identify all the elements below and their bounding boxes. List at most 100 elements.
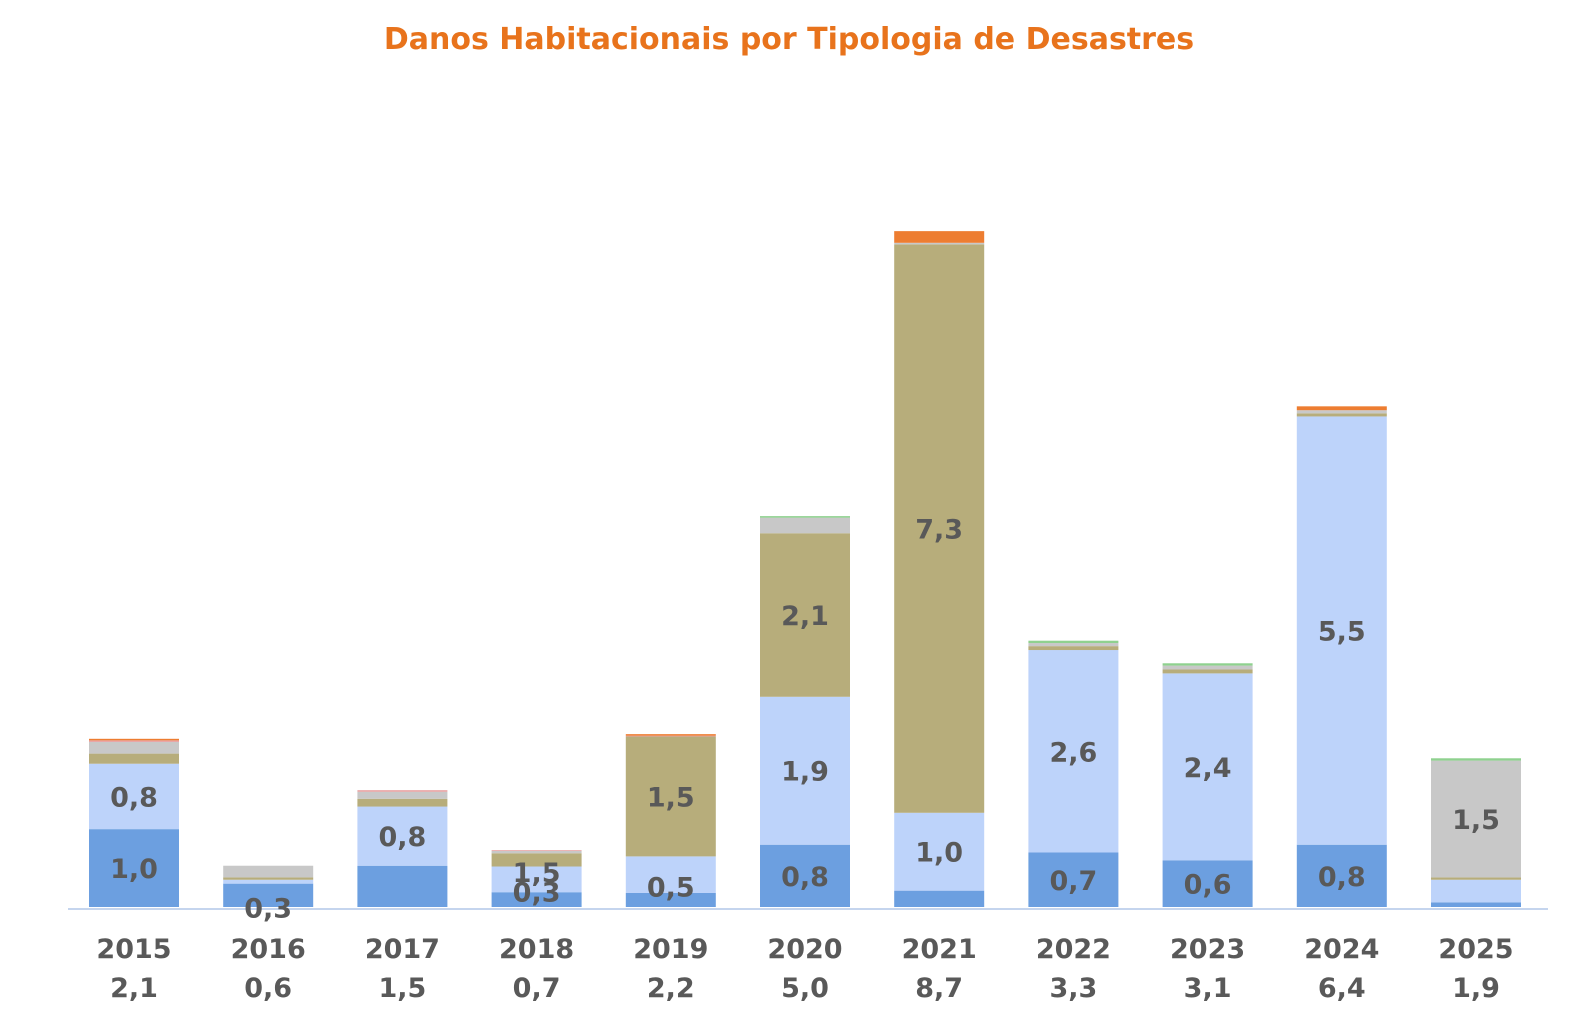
bar-segment (1296, 416, 1387, 845)
x-tick-total: 2,1 (110, 973, 158, 1004)
bar-segment (357, 790, 448, 792)
bar-segment (760, 696, 850, 845)
bar-segment (491, 892, 582, 907)
bar-segment (1296, 410, 1387, 414)
bar-segment (1431, 760, 1521, 878)
bar-segment (491, 866, 582, 893)
bar-segment (625, 892, 716, 907)
bar-segment (1431, 877, 1521, 880)
bar-segment (625, 736, 716, 857)
bar-segment (357, 806, 448, 866)
data-label: 7,3 (915, 515, 963, 546)
bar-segment (357, 865, 448, 907)
bar-segment (89, 763, 179, 830)
x-tick-year: 2016 (231, 934, 306, 965)
bar-segment (357, 791, 448, 799)
data-label: 0,7 (1049, 866, 1097, 897)
x-tick-year: 2017 (365, 934, 440, 965)
bar-segment (1431, 879, 1521, 903)
bar-segment (760, 517, 850, 534)
bar-segment (89, 829, 179, 907)
x-tick-year: 2018 (499, 934, 574, 965)
bar-segment (1296, 406, 1387, 411)
data-label: 0,8 (781, 862, 829, 893)
bar-segment (89, 741, 179, 754)
bar-segment (894, 812, 985, 891)
x-tick-total: 0,6 (244, 973, 292, 1004)
data-label: 0,3 (513, 877, 561, 908)
x-tick-total: 1,9 (1452, 973, 1500, 1004)
bar-segment (1028, 852, 1119, 907)
bar-segment (1028, 643, 1119, 647)
bar-segment (223, 877, 314, 880)
data-label: 1,9 (781, 757, 829, 788)
data-label: 2,6 (1049, 737, 1097, 768)
bar-segment (357, 798, 448, 807)
bar-segment (1431, 758, 1521, 761)
data-label: 1,0 (915, 838, 963, 869)
data-label: 0,3 (244, 893, 292, 924)
bar-segment (1162, 663, 1253, 666)
bar-segment (760, 844, 850, 907)
x-tick-total: 0,7 (513, 973, 561, 1004)
data-label: 2,1 (781, 601, 829, 632)
bar-segment (894, 890, 985, 907)
bar-segment (1431, 902, 1521, 907)
x-tick-labels-layer: 2015 2,1 2016 0,6 2017 1,5 2018 0,7 2019 2,2 2020 5… (96, 934, 1513, 1004)
x-tick-total: 1,5 (378, 973, 426, 1004)
bar-segment (1028, 650, 1119, 853)
bar-segment (491, 850, 582, 851)
data-label: 1,5 (647, 782, 695, 813)
bar-segment (894, 231, 985, 243)
bar-segment (89, 738, 179, 741)
bar-segment (1296, 413, 1387, 417)
bar-segment (1028, 640, 1119, 644)
bar-segment (491, 853, 582, 867)
x-tick-total: 6,4 (1318, 973, 1366, 1004)
bar-segment (625, 735, 716, 737)
bars-layer (89, 231, 1521, 907)
data-label: 0,8 (378, 822, 426, 853)
x-tick-year: 2023 (1170, 934, 1245, 965)
x-tick-year: 2025 (1438, 934, 1513, 965)
chart-title: Danos Habitacionais por Tipologia de Des… (384, 22, 1194, 57)
x-tick-year: 2024 (1304, 934, 1379, 965)
bar-segment (1162, 860, 1253, 907)
bar-segment (1162, 669, 1253, 674)
bar-segment (894, 244, 985, 813)
x-tick-total: 3,3 (1049, 973, 1097, 1004)
x-tick-year: 2022 (1036, 934, 1111, 965)
x-tick-total: 3,1 (1184, 973, 1232, 1004)
bar-segment (760, 516, 850, 518)
data-label: 0,8 (110, 782, 158, 813)
x-tick-year: 2021 (902, 934, 977, 965)
bar-segment (89, 740, 179, 742)
x-tick-year: 2015 (96, 934, 171, 965)
data-label: 1,5 (1452, 805, 1500, 836)
bar-segment (223, 865, 314, 878)
bar-segment (760, 533, 850, 697)
data-labels-layer: 1,00,80,30,80,31,5 0,51,50,81,92,11,07,30… (110, 515, 1500, 925)
bar-segment (894, 242, 985, 245)
data-label: 0,8 (1318, 862, 1366, 893)
bar-segment (223, 879, 314, 884)
data-label: 1,5 (513, 858, 561, 889)
x-tick-year: 2020 (767, 934, 842, 965)
data-label: 0,5 (647, 873, 695, 904)
bar-segment (89, 753, 179, 764)
x-tick-year: 2019 (633, 934, 708, 965)
data-label: 2,4 (1184, 753, 1232, 784)
x-tick-total: 8,7 (915, 973, 963, 1004)
bar-segment (625, 856, 716, 893)
x-tick-total: 2,2 (647, 973, 695, 1004)
bar-segment (491, 850, 582, 854)
data-label: 0,6 (1184, 870, 1232, 901)
bar-segment (1162, 665, 1253, 670)
data-label: 5,5 (1318, 617, 1366, 648)
bar-segment (1296, 844, 1387, 907)
data-label: 1,0 (110, 854, 158, 885)
bar-segment (625, 734, 716, 736)
x-tick-total: 5,0 (781, 973, 829, 1004)
